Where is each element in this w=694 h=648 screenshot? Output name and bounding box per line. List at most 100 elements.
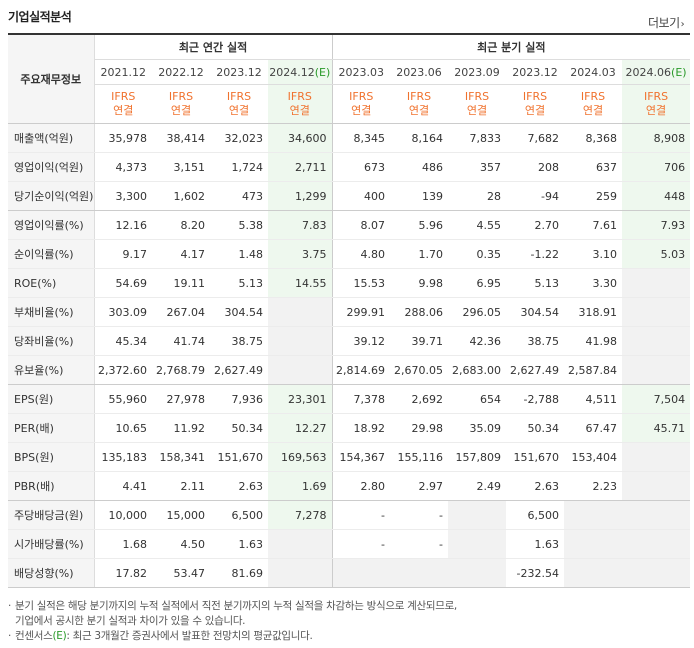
table-cell: 8,345 — [332, 123, 391, 153]
table-row: BPS(원) 135,183 158,341 151,670 169,563 154,36… — [8, 442, 691, 472]
more-link[interactable]: 더보기› — [648, 14, 685, 31]
table-cell — [448, 500, 507, 530]
table-cell: 14.55 — [268, 268, 333, 298]
table-cell: 34,600 — [268, 123, 333, 153]
table-cell: 1,299 — [268, 181, 333, 211]
table-cell: 53.47 — [152, 558, 210, 588]
period-header: 2023.06 — [390, 59, 449, 85]
table-cell: 673 — [332, 152, 391, 182]
table-cell: 12.27 — [268, 413, 333, 443]
row-label: ROE(%) — [8, 268, 95, 298]
group-quarter-header: 최근 분기 실적 — [332, 35, 691, 60]
period-label: 2023.03 — [338, 65, 385, 79]
table-row: 시가배당률(%) 1.68 4.50 1.63- -1.63 — [8, 529, 691, 559]
table-cell: 45.71 — [622, 413, 691, 443]
table-cell: 4.41 — [94, 471, 152, 501]
table-cell: 39.12 — [332, 326, 391, 356]
table-cell: 6,500 — [210, 500, 268, 530]
table-cell: 400 — [332, 181, 391, 211]
table-cell: 208 — [506, 152, 565, 182]
table-cell: 35,978 — [94, 123, 152, 153]
row-label: 배당성향(%) — [8, 558, 95, 588]
table-cell — [622, 297, 691, 327]
table-row: 배당성향(%) 17.82 53.47 81.69 -232.54 — [8, 558, 691, 588]
table-cell: 2,627.49 — [210, 355, 268, 385]
table-cell: 5.96 — [390, 210, 449, 240]
table-row: ROE(%) 54.69 19.11 5.13 14.55 15.53 9.98 6.95 5.… — [8, 268, 691, 298]
table-cell: 1.63 — [506, 529, 565, 559]
table-row: 순이익률(%) 9.17 4.17 1.48 3.75 4.80 1.70 0.35 -1.22… — [8, 239, 691, 269]
table-cell: 139 — [390, 181, 449, 211]
table-cell: 18.92 — [332, 413, 391, 443]
row-label: 순이익률(%) — [8, 239, 95, 269]
table-cell — [622, 558, 691, 588]
table-cell — [268, 326, 333, 356]
period-header: 2023.03 — [332, 59, 391, 85]
table-cell: 486 — [390, 152, 449, 182]
table-cell: 7,682 — [506, 123, 565, 153]
table-cell: 81.69 — [210, 558, 268, 588]
consolidated-label: 연결 — [289, 104, 310, 117]
table-cell — [564, 529, 623, 559]
table-cell: - — [332, 529, 391, 559]
table-cell: 1.63 — [210, 529, 268, 559]
table-row: PBR(배) 4.41 2.11 2.63 1.69 2.80 2.97 2.49 2.63 2.… — [8, 471, 691, 501]
table-cell: 45.34 — [94, 326, 152, 356]
table-cell: 2.63 — [210, 471, 268, 501]
row-label: 유보율(%) — [8, 355, 95, 385]
table-cell: 11.92 — [152, 413, 210, 443]
table-cell: 288.06 — [390, 297, 449, 327]
table-cell: 3.10 — [564, 239, 623, 269]
row-label: 영업이익(억원) — [8, 152, 95, 182]
consolidated-label: 연결 — [645, 104, 667, 117]
ifrs-label: IFRS — [406, 90, 432, 103]
table-cell — [622, 268, 691, 298]
period-label: 2024.03 — [570, 65, 616, 79]
table-cell: 8.20 — [152, 210, 210, 240]
period-label: 2022.12 — [158, 65, 204, 79]
table-cell — [622, 326, 691, 356]
more-label: 더보기 — [648, 16, 680, 30]
accounting-standard: IFRS 연결 — [94, 84, 152, 124]
row-label: 부채비율(%) — [8, 297, 95, 327]
table-cell: 9.17 — [94, 239, 152, 269]
table-cell: 8,164 — [390, 123, 449, 153]
table-cell: 1.70 — [390, 239, 449, 269]
table-cell: 2,683.00 — [448, 355, 507, 385]
table-cell: 17.82 — [94, 558, 152, 588]
table-cell: 27,978 — [152, 384, 210, 414]
table-cell: 50.34 — [506, 413, 565, 443]
ifrs-label: IFRS — [226, 90, 252, 103]
table-cell — [622, 500, 691, 530]
table-cell: 259 — [564, 181, 623, 211]
accounting-standard: IFRS 연결 — [268, 84, 333, 124]
table-cell: 2,711 — [268, 152, 333, 182]
table-cell: 7.61 — [564, 210, 623, 240]
table-cell: 4,511 — [564, 384, 623, 414]
table-cell: 5.38 — [210, 210, 268, 240]
accounting-standard: IFRS 연결 — [152, 84, 210, 124]
table-cell: 154,367 — [332, 442, 391, 472]
table-cell: 50.34 — [210, 413, 268, 443]
accounting-standard: IFRS 연결 — [390, 84, 449, 124]
table-row: EPS(원) 55,960 27,978 7,936 23,301 7,378 2,692 6… — [8, 384, 691, 414]
ifrs-label: IFRS — [287, 90, 312, 103]
period-label: 2024.06 — [625, 65, 672, 79]
row-label: 주당배당금(원) — [8, 500, 95, 530]
period-header: 2022.12 — [152, 59, 210, 85]
row-label: PER(배) — [8, 413, 95, 443]
table-cell: 55,960 — [94, 384, 152, 414]
footnote-consensus: 컨센서스(E): 최근 3개월간 증권사에서 발표한 전망치의 평균값입니다. — [8, 629, 457, 644]
table-cell: 35.09 — [448, 413, 507, 443]
consolidated-label: 연결 — [466, 104, 488, 117]
table-cell: 41.74 — [152, 326, 210, 356]
period-header: 2024.06(E) — [622, 59, 691, 85]
consolidated-label: 연결 — [228, 104, 250, 117]
table-cell: 12.16 — [94, 210, 152, 240]
row-label: 시가배당률(%) — [8, 529, 95, 559]
table-cell: 7.93 — [622, 210, 691, 240]
table-cell: 153,404 — [564, 442, 623, 472]
accounting-standard: IFRS 연결 — [506, 84, 565, 124]
consensus-text: : 최근 3개월간 증권사에서 발표한 전망치의 평균값입니다. — [66, 630, 313, 642]
table-row: 유보율(%) 2,372.60 2,768.79 2,627.49 2,814.69 2,… — [8, 355, 691, 385]
